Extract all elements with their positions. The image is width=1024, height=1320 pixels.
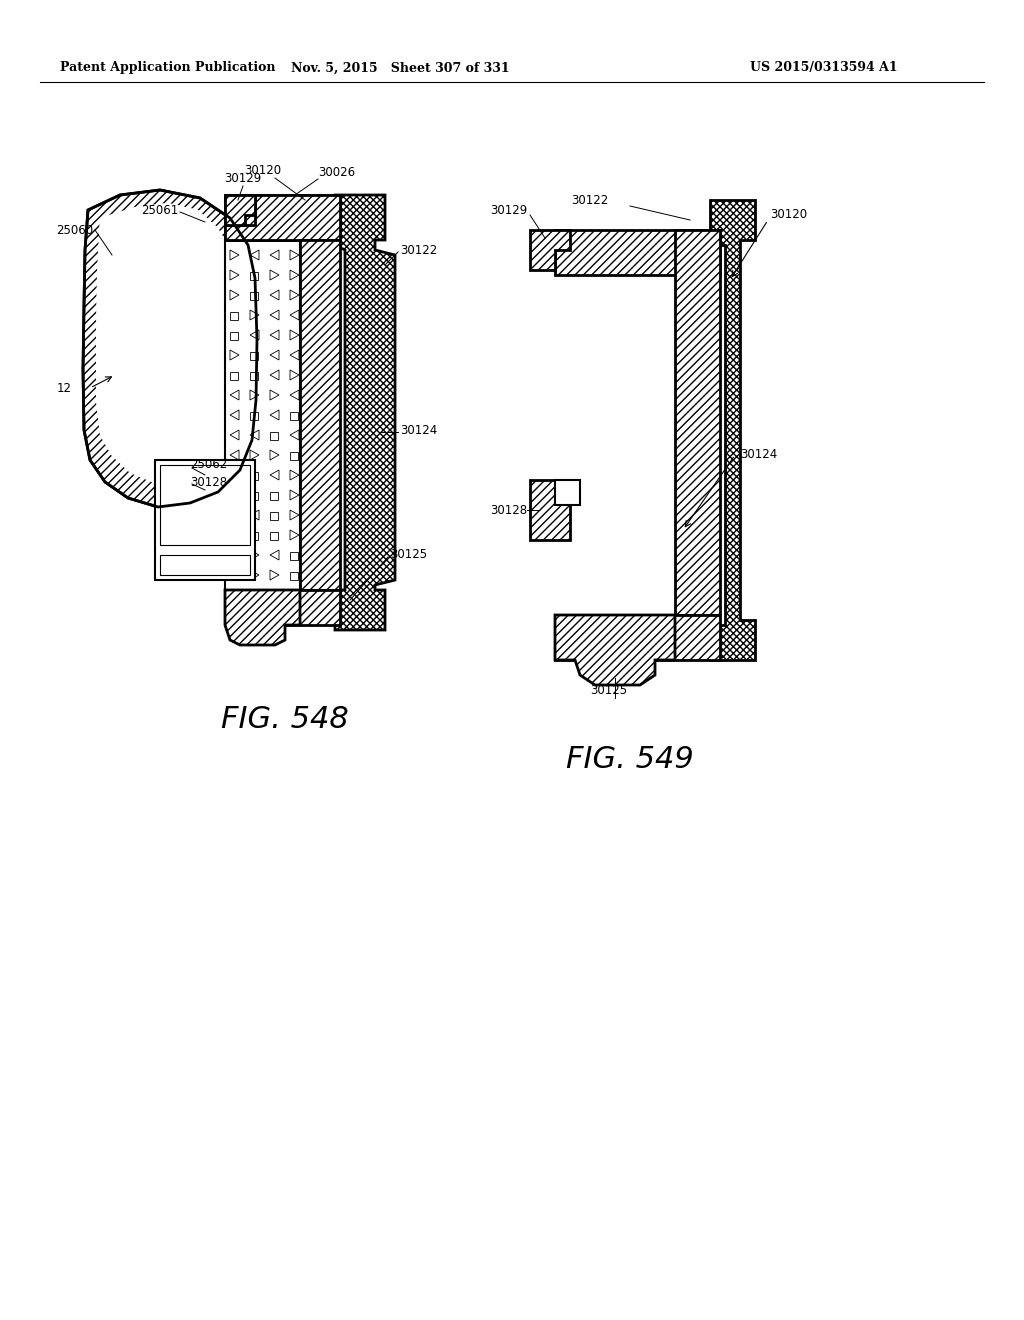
- Bar: [250, 352, 258, 360]
- Polygon shape: [96, 203, 240, 484]
- Bar: [225, 195, 255, 224]
- Bar: [225, 195, 340, 240]
- Text: 30122: 30122: [571, 194, 608, 206]
- Text: FIG. 548: FIG. 548: [221, 705, 349, 734]
- Bar: [530, 480, 570, 540]
- Bar: [250, 292, 258, 300]
- Text: 30026: 30026: [318, 165, 355, 178]
- Text: 30129: 30129: [224, 172, 261, 185]
- Text: 30128: 30128: [190, 475, 227, 488]
- Text: 30124: 30124: [400, 424, 437, 437]
- Bar: [290, 552, 298, 560]
- Text: 30122: 30122: [400, 243, 437, 256]
- Bar: [230, 512, 238, 520]
- Text: US 2015/0313594 A1: US 2015/0313594 A1: [750, 62, 898, 74]
- Text: 25062: 25062: [190, 458, 227, 471]
- Text: 30120: 30120: [245, 165, 282, 177]
- Bar: [300, 240, 340, 590]
- Text: 30129: 30129: [490, 203, 527, 216]
- Text: 30125: 30125: [390, 549, 427, 561]
- Bar: [250, 492, 258, 500]
- Bar: [230, 312, 238, 319]
- Bar: [250, 412, 258, 420]
- Polygon shape: [225, 195, 255, 224]
- Bar: [230, 532, 238, 540]
- Polygon shape: [555, 615, 675, 685]
- Bar: [555, 230, 720, 275]
- Bar: [225, 195, 340, 240]
- Bar: [250, 272, 258, 280]
- Text: 30128: 30128: [490, 503, 527, 516]
- Text: FIG. 549: FIG. 549: [566, 746, 694, 775]
- Text: 25060: 25060: [56, 223, 93, 236]
- Bar: [290, 412, 298, 420]
- Text: Patent Application Publication: Patent Application Publication: [60, 62, 275, 74]
- Text: 30125: 30125: [590, 684, 627, 697]
- Polygon shape: [83, 190, 257, 507]
- Polygon shape: [225, 590, 300, 645]
- Text: 12: 12: [57, 381, 72, 395]
- Polygon shape: [530, 230, 570, 271]
- Bar: [290, 451, 298, 459]
- Bar: [270, 532, 278, 540]
- Text: Nov. 5, 2015   Sheet 307 of 331: Nov. 5, 2015 Sheet 307 of 331: [291, 62, 509, 74]
- Polygon shape: [555, 480, 580, 506]
- Text: 30120: 30120: [770, 209, 807, 222]
- Bar: [675, 230, 720, 615]
- Bar: [290, 572, 298, 579]
- Bar: [270, 432, 278, 440]
- Bar: [160, 465, 250, 545]
- Bar: [155, 459, 255, 579]
- Bar: [250, 473, 258, 480]
- Bar: [270, 492, 278, 500]
- Polygon shape: [335, 195, 395, 630]
- Bar: [250, 532, 258, 540]
- Bar: [225, 240, 300, 590]
- Bar: [555, 615, 720, 660]
- Polygon shape: [96, 203, 225, 590]
- Text: 30124: 30124: [740, 449, 777, 462]
- Bar: [230, 372, 238, 380]
- Text: 25061: 25061: [140, 203, 178, 216]
- Bar: [270, 512, 278, 520]
- Polygon shape: [710, 201, 755, 660]
- Bar: [160, 554, 250, 576]
- Bar: [250, 372, 258, 380]
- Bar: [225, 590, 340, 624]
- Bar: [230, 333, 238, 341]
